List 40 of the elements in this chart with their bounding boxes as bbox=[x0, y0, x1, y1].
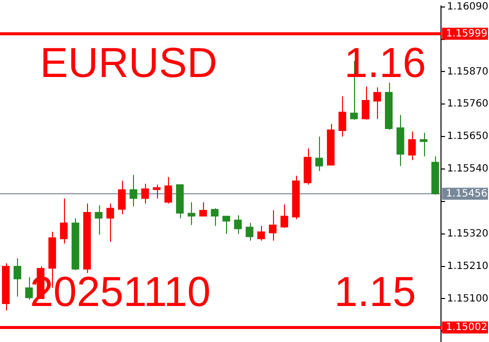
candlestick bbox=[130, 174, 138, 207]
candlestick bbox=[246, 222, 254, 242]
candlestick bbox=[222, 216, 230, 234]
candlestick bbox=[199, 202, 207, 217]
y-tick-label: 1.15540 bbox=[447, 164, 488, 175]
candlestick bbox=[152, 184, 160, 199]
annotation: 20251110 bbox=[30, 268, 211, 315]
annotation: EURUSD bbox=[40, 39, 218, 86]
candlestick bbox=[280, 204, 288, 228]
candlestick bbox=[14, 258, 22, 298]
y-tick-label: 1.15210 bbox=[447, 260, 488, 272]
candlestick bbox=[94, 204, 102, 236]
y-tick-label: 1.15650 bbox=[447, 131, 488, 142]
y-tick-label: 1.16090 bbox=[447, 1, 488, 12]
candlestick bbox=[373, 86, 381, 120]
y-tick-label: 1.15760 bbox=[447, 98, 488, 110]
ref-line-label: 1.15999 bbox=[446, 28, 488, 40]
candlestick bbox=[362, 86, 370, 120]
candlestick bbox=[408, 131, 416, 161]
ref-line-label: 1.15456 bbox=[446, 188, 488, 200]
candlestick bbox=[257, 225, 265, 242]
candlestick bbox=[420, 132, 428, 157]
candlestick bbox=[164, 176, 172, 204]
candlestick bbox=[234, 214, 242, 234]
candlestick bbox=[25, 276, 33, 300]
candlestick bbox=[188, 202, 196, 226]
annotation: 1.16 bbox=[344, 39, 426, 86]
annotation: 1.15 bbox=[334, 268, 416, 315]
candlestick bbox=[141, 183, 149, 204]
y-tick-label: 1.15100 bbox=[447, 293, 488, 304]
candlestick bbox=[106, 202, 114, 242]
candlestick bbox=[268, 210, 277, 242]
candlestick bbox=[118, 180, 126, 215]
ref-line-label: 1.15002 bbox=[446, 322, 488, 334]
candlestick bbox=[210, 208, 219, 226]
y-tick-label: 1.15320 bbox=[447, 228, 488, 240]
y-tick-label: 1.15870 bbox=[447, 66, 488, 78]
candlestick bbox=[60, 198, 68, 244]
candlestick bbox=[338, 96, 346, 138]
candlestick bbox=[315, 136, 323, 172]
